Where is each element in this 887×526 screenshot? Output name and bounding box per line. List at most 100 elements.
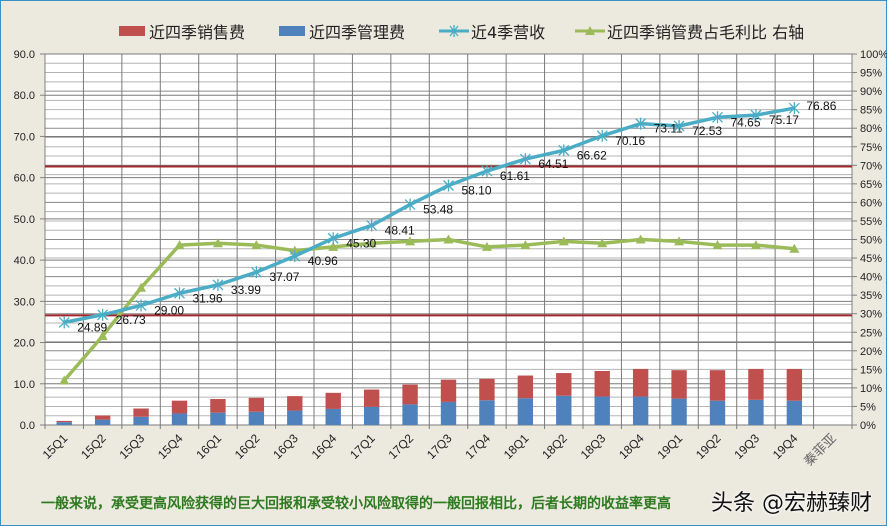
revenue-data-label: 37.07: [269, 270, 299, 284]
left-axis-tick-label: 10.0: [14, 379, 35, 391]
bar-sales-expense: [632, 368, 649, 397]
category-label: 17Q2: [386, 431, 417, 462]
triangle-marker-icon: [520, 240, 531, 250]
legend-swatch-icon: [119, 26, 145, 36]
revenue-data-label: 45.30: [346, 236, 376, 250]
category-label: 18Q2: [539, 431, 570, 462]
left-axis-tick-label: 50.0: [14, 214, 35, 226]
right-axis-tick-label: 10%: [860, 383, 882, 395]
legend-asterisk-line-icon: [439, 25, 469, 37]
right-axis-tick-label: 95%: [860, 68, 882, 80]
bar-sales-expense: [94, 415, 111, 420]
bar-sales-expense: [671, 370, 687, 399]
bar-sales-expense: [517, 375, 534, 399]
watermark: 头条 @宏赫臻财: [711, 491, 872, 516]
revenue-data-label: 64.51: [538, 157, 568, 171]
revenue-data-label: 33.99: [231, 283, 261, 297]
right-axis-tick-label: 30%: [860, 309, 882, 321]
category-label: 17Q3: [424, 431, 455, 462]
right-axis-tick-label: 35%: [860, 290, 882, 302]
bar-admin-expense: [479, 400, 495, 425]
bar-admin-expense: [402, 404, 418, 425]
triangle-marker-icon: [212, 238, 223, 248]
left-axis-tick-label: 70.0: [14, 131, 35, 143]
right-axis-tick-label: 85%: [860, 105, 882, 117]
revenue-data-label: 24.89: [77, 320, 107, 334]
triangle-marker-icon: [136, 282, 147, 292]
category-label: 18Q4: [616, 431, 647, 462]
left-axis-tick-label: 30.0: [14, 296, 35, 308]
right-axis-tick-label: 25%: [860, 327, 882, 339]
category-label: 15Q3: [117, 431, 148, 462]
category-label-extra: 秦菲亚: [801, 431, 839, 469]
bar-sales-expense: [287, 396, 303, 411]
bar-admin-expense: [325, 408, 341, 425]
triangle-marker-icon: [328, 241, 339, 251]
left-axis-tick-label: 80.0: [14, 90, 35, 102]
bar-admin-expense: [56, 422, 72, 425]
bar-admin-expense: [210, 412, 226, 425]
triangle-marker-icon: [789, 243, 800, 253]
category-label: 15Q4: [155, 431, 186, 462]
triangle-marker-icon: [635, 234, 646, 244]
legend-label: 近四季销售费: [149, 23, 246, 42]
right-axis-tick-label: 100%: [860, 49, 887, 61]
category-label: 16Q3: [270, 431, 301, 462]
right-axis-tick-label: 5%: [860, 401, 876, 413]
left-axis-tick-label: 40.0: [14, 255, 35, 267]
revenue-data-label: 58.10: [462, 183, 492, 197]
revenue-data-label: 26.73: [116, 313, 146, 327]
bar-admin-expense: [440, 401, 457, 425]
bar-sales-expense: [248, 397, 265, 412]
category-label: 17Q1: [347, 431, 378, 462]
revenue-data-label: 40.96: [308, 254, 338, 268]
right-axis-tick-label: 40%: [860, 272, 882, 284]
triangle-marker-icon: [712, 240, 723, 250]
bar-admin-expense: [632, 396, 649, 425]
legend-label: 近4季营收: [471, 23, 546, 42]
revenue-data-label: 70.16: [615, 134, 645, 148]
right-axis-tick-label: 65%: [860, 179, 882, 191]
revenue-data-label: 48.41: [385, 223, 415, 237]
right-axis-tick-label: 20%: [860, 346, 882, 358]
left-axis-tick-label: 60.0: [14, 173, 35, 185]
left-axis-tick-label: 0.0: [20, 420, 35, 432]
right-axis-tick-label: 50%: [860, 235, 882, 247]
revenue-data-label: 29.00: [154, 303, 184, 317]
category-label: 15Q2: [78, 431, 109, 462]
bar-sales-expense: [171, 400, 188, 414]
bar-sales-expense: [56, 420, 72, 423]
category-label: 16Q2: [232, 431, 263, 462]
right-axis-tick-label: 80%: [860, 123, 882, 135]
category-label: 16Q1: [193, 431, 224, 462]
right-axis-tick-label: 0%: [860, 420, 876, 432]
category-label: 19Q2: [693, 431, 724, 462]
category-label: 18Q1: [501, 431, 532, 462]
right-axis-tick-label: 70%: [860, 160, 882, 172]
revenue-data-label: 76.86: [806, 99, 836, 113]
legend-item-admin-expense: 近四季管理费: [279, 19, 405, 43]
left-axis-tick-label: 20.0: [14, 338, 35, 350]
category-label: 15Q1: [40, 431, 71, 462]
revenue-data-label: 74.65: [731, 115, 761, 129]
right-axis-tick-label: 45%: [860, 253, 882, 265]
revenue-data-label: 72.53: [692, 124, 722, 138]
triangle-marker-icon: [251, 240, 262, 250]
right-axis-tick-label: 75%: [860, 142, 882, 154]
legend-triangle-line-icon: [575, 26, 605, 35]
bar-admin-expense: [748, 399, 764, 425]
chart-legend: 近四季销售费 近四季管理费 近4季营收 近四季销管费占毛利比 右轴: [1, 19, 887, 43]
bar-sales-expense: [440, 379, 457, 402]
bar-admin-expense: [594, 396, 610, 425]
bar-admin-expense: [248, 411, 265, 425]
line-revenue: [63, 106, 795, 325]
bar-admin-expense: [517, 398, 534, 425]
bar-admin-expense: [671, 398, 687, 425]
line-expense-ratio: [62, 237, 795, 382]
triangle-marker-icon: [558, 236, 569, 246]
legend-item-expense-ratio: 近四季销管费占毛利比 右轴: [575, 19, 804, 43]
bar-sales-expense: [748, 368, 764, 400]
revenue-data-label: 53.48: [423, 203, 453, 217]
revenue-data-label: 31.96: [193, 291, 223, 305]
